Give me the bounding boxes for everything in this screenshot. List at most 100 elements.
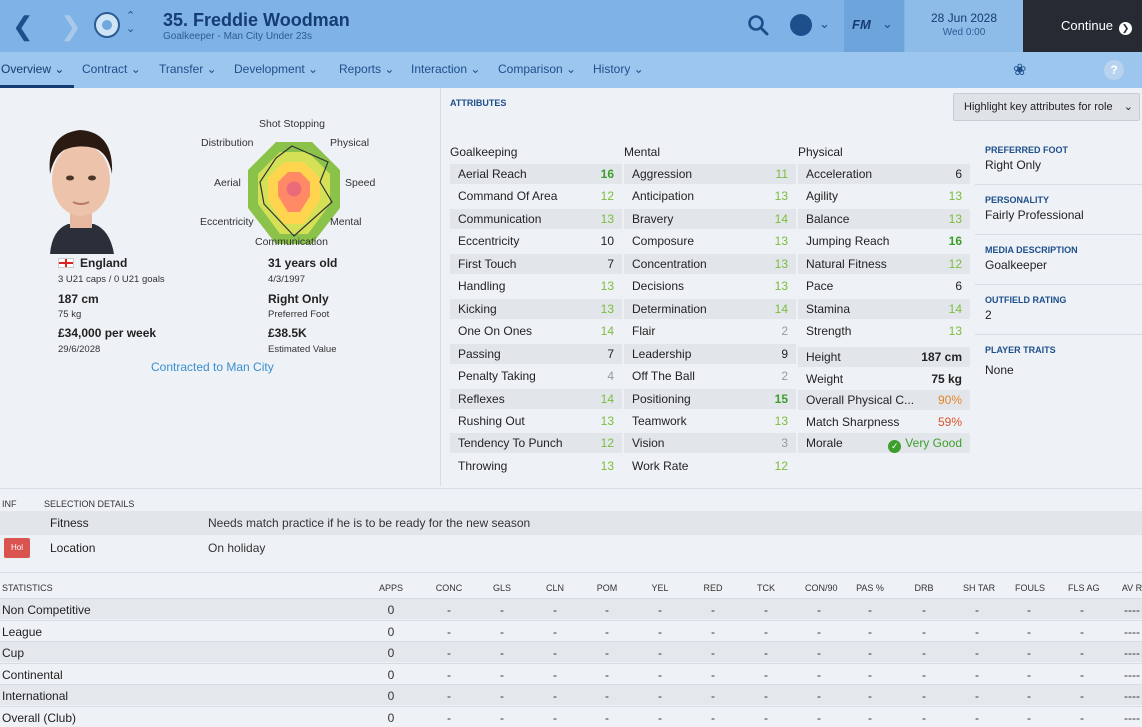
- tab-overview[interactable]: Overview ⌄: [1, 62, 65, 76]
- search-icon[interactable]: [747, 14, 769, 36]
- contracted-link[interactable]: Contracted to Man City: [151, 360, 274, 374]
- attribute-row[interactable]: Tendency To Punch 12: [450, 433, 622, 453]
- tab-contract[interactable]: Contract ⌄: [82, 62, 141, 76]
- profile-panel: England 3 U21 caps / 0 U21 goals 187 cm …: [0, 88, 440, 486]
- attribute-row-height[interactable]: Height 187 cm: [798, 347, 970, 367]
- attribute-row[interactable]: Balance 13: [798, 209, 970, 229]
- statistics-heading: STATISTICS: [2, 583, 53, 593]
- stats-row[interactable]: Continental 0- - - - - - - - - - - - - ----: [0, 662, 1142, 684]
- squad-icon[interactable]: ❀: [1013, 62, 1027, 79]
- stats-column-header[interactable]: POM: [596, 583, 618, 593]
- help-icon[interactable]: ?: [1104, 60, 1124, 80]
- attribute-row[interactable]: Jumping Reach 16: [798, 231, 970, 251]
- stats-column-header[interactable]: AV R: [1121, 583, 1142, 593]
- stats-column-header[interactable]: CONC: [435, 583, 463, 593]
- attribute-row[interactable]: First Touch 7: [450, 254, 622, 274]
- attribute-row-match-sharpness[interactable]: Match Sharpness 59%: [806, 415, 962, 429]
- attribute-row[interactable]: Acceleration 6: [798, 164, 970, 184]
- tab-interaction[interactable]: Interaction ⌄: [411, 62, 481, 76]
- attribute-value: 13: [774, 234, 788, 248]
- stats-column-header[interactable]: TCK: [757, 583, 775, 593]
- stats-row[interactable]: Cup 0- - - - - - - - - - - - - ----: [0, 641, 1142, 662]
- club-badge-icon[interactable]: [94, 12, 120, 38]
- attribute-row[interactable]: Passing 7: [450, 344, 622, 364]
- stats-column-header[interactable]: FOULS: [1015, 583, 1046, 593]
- attribute-row[interactable]: Kicking 13: [450, 299, 622, 319]
- attribute-row[interactable]: Stamina 14: [798, 299, 970, 319]
- stats-row[interactable]: International 0- - - - - - - - - - - - - ----: [0, 684, 1142, 705]
- attribute-row[interactable]: Leadership 9: [624, 344, 796, 364]
- stats-column-header[interactable]: CLN: [545, 583, 564, 593]
- stats-column-header[interactable]: RED: [703, 583, 723, 593]
- attribute-row[interactable]: Off The Ball 2: [624, 366, 796, 386]
- attribute-row[interactable]: Aerial Reach 16: [450, 164, 622, 184]
- attribute-row[interactable]: Throwing 13: [450, 456, 622, 476]
- radar-label: Physical: [330, 137, 370, 149]
- attribute-row[interactable]: Concentration 13: [624, 254, 796, 274]
- stats-cell: -: [1027, 667, 1031, 682]
- attribute-row[interactable]: Work Rate 12: [624, 456, 796, 476]
- attribute-row[interactable]: Bravery 14: [624, 209, 796, 229]
- attribute-row-weight[interactable]: Weight 75 kg: [806, 372, 962, 386]
- attribute-row[interactable]: Positioning 15: [624, 389, 796, 409]
- attribute-name: Kicking: [458, 302, 497, 316]
- player-switch-icon[interactable]: ⌃ ⌄: [126, 10, 136, 35]
- attribute-row[interactable]: Reflexes 14: [450, 389, 622, 409]
- attribute-row-morale[interactable]: Morale ✓ Very Good: [798, 433, 970, 453]
- stats-row[interactable]: Non Competitive 0- - - - - - - - - - - - - ----: [0, 598, 1142, 619]
- attribute-name: Composure: [632, 234, 695, 248]
- date-display[interactable]: 28 Jun 2028 Wed 0:00: [905, 0, 1023, 52]
- attribute-row[interactable]: Determination 14: [624, 299, 796, 319]
- chevron-down-icon: ⌄: [1123, 101, 1133, 113]
- tab-transfer[interactable]: Transfer ⌄: [159, 62, 217, 76]
- tab-comparison[interactable]: Comparison ⌄: [498, 62, 577, 76]
- stats-row[interactable]: League 0- - - - - - - - - - - - - ----: [0, 619, 1142, 641]
- attribute-row[interactable]: Communication 13: [450, 209, 622, 229]
- stats-column-header[interactable]: DRB: [914, 583, 934, 593]
- attribute-row[interactable]: Decisions 13: [624, 276, 796, 296]
- attribute-row[interactable]: Natural Fitness 12: [798, 254, 970, 274]
- attribute-row[interactable]: Teamwork 13: [624, 411, 796, 431]
- highlight-role-dropdown[interactable]: Highlight key attributes for role ⌄: [953, 93, 1140, 121]
- stats-column-header[interactable]: FLS AG: [1068, 583, 1100, 593]
- chevron-down-icon[interactable]: ⌄: [819, 16, 830, 31]
- attribute-row[interactable]: Anticipation 13: [624, 186, 796, 206]
- foot-info: Right Only: [268, 292, 329, 306]
- stats-row[interactable]: Overall (Club) 0- - - - - - - - - - - - - ----: [0, 705, 1142, 727]
- globe-icon[interactable]: [790, 14, 812, 36]
- preferred-foot-section: PREFERRED FOOT Right Only: [975, 135, 1142, 185]
- tab-development[interactable]: Development ⌄: [234, 62, 319, 76]
- attribute-row[interactable]: Handling 13: [450, 276, 622, 296]
- attribute-row[interactable]: Flair 2: [624, 321, 796, 341]
- tab-reports[interactable]: Reports ⌄: [339, 62, 395, 76]
- stats-column-header[interactable]: GLS: [492, 583, 511, 593]
- attribute-value: 14: [948, 302, 962, 316]
- back-arrow-icon[interactable]: ❮: [12, 11, 34, 41]
- continue-button[interactable]: Continue ❯: [1023, 0, 1142, 52]
- attribute-row[interactable]: One On Ones 14: [450, 321, 622, 341]
- attribute-row[interactable]: Agility 13: [798, 186, 970, 206]
- attribute-row[interactable]: Command Of Area 12: [450, 186, 622, 206]
- radar-label: Eccentricity: [200, 216, 254, 228]
- stats-row-label: International: [2, 689, 69, 703]
- attribute-row[interactable]: Strength 13: [798, 321, 970, 341]
- stats-cell: -: [500, 689, 504, 703]
- stats-column-header[interactable]: CON/90: [805, 583, 838, 593]
- attribute-row[interactable]: Aggression 11: [624, 164, 796, 184]
- fm-menu-button[interactable]: FM ⌄: [844, 0, 904, 52]
- menu-bar: Overview ⌄ Contract ⌄ Transfer ⌄ Develop…: [0, 52, 1142, 88]
- attribute-row[interactable]: Pace 6: [798, 276, 970, 296]
- forward-arrow-icon[interactable]: ❯: [60, 11, 82, 41]
- attribute-row[interactable]: Eccentricity 10: [450, 231, 622, 251]
- attribute-row[interactable]: Rushing Out 13: [450, 411, 622, 431]
- stats-cell: -: [447, 689, 451, 703]
- attribute-row[interactable]: Penalty Taking 4: [450, 366, 622, 386]
- attribute-row-physical-condition[interactable]: Overall Physical C... 90%: [798, 390, 970, 410]
- stats-column-header[interactable]: PAS %: [856, 583, 884, 593]
- stats-column-header[interactable]: SH TAR: [963, 583, 996, 593]
- attribute-row[interactable]: Vision 3: [624, 433, 796, 453]
- stats-column-header[interactable]: APPS: [378, 583, 403, 593]
- tab-history[interactable]: History ⌄: [593, 62, 644, 76]
- stats-column-header[interactable]: YEL: [651, 583, 669, 593]
- attribute-row[interactable]: Composure 13: [624, 231, 796, 251]
